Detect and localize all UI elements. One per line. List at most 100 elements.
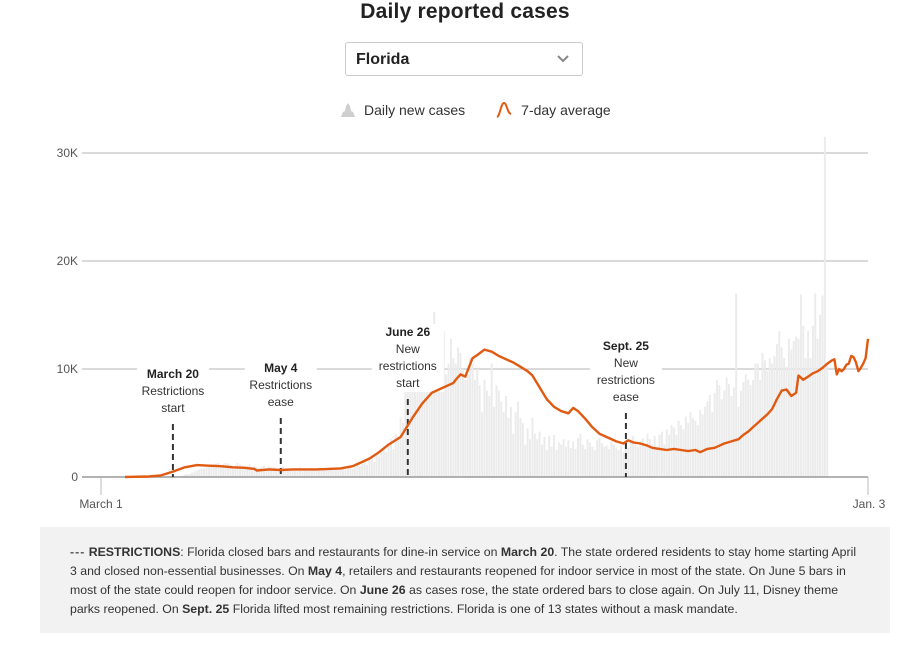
daily-bar xyxy=(449,338,452,477)
daily-bar xyxy=(476,369,479,477)
annotation-background xyxy=(244,360,317,411)
daily-bar xyxy=(454,363,457,477)
legend-item-daily: Daily new cases xyxy=(340,102,465,118)
legend-item-average: 7-day average xyxy=(495,101,611,119)
note-emphasis: RESTRICTIONS xyxy=(88,545,181,559)
daily-bar xyxy=(538,431,541,477)
daily-bar xyxy=(445,374,448,477)
daily-bar xyxy=(797,338,800,477)
daily-bar xyxy=(493,406,496,477)
daily-bar xyxy=(713,392,716,477)
daily-bar xyxy=(569,447,572,477)
daily-bar xyxy=(555,450,558,477)
x-tick-label-start: March 1 xyxy=(79,497,123,511)
daily-bar xyxy=(426,369,428,477)
daily-bar xyxy=(682,429,685,477)
daily-bar xyxy=(756,363,759,477)
restrictions-note: --- RESTRICTIONS: Florida closed bars an… xyxy=(40,527,890,633)
daily-bar xyxy=(574,448,577,477)
daily-bar xyxy=(207,466,210,477)
daily-bar xyxy=(286,468,289,477)
daily-bar xyxy=(553,434,555,477)
daily-bar xyxy=(632,435,635,477)
daily-bar xyxy=(610,441,613,477)
daily-bar xyxy=(512,433,515,477)
daily-bar xyxy=(802,325,805,477)
daily-bar xyxy=(596,440,599,477)
daily-bar xyxy=(692,418,694,477)
daily-bar xyxy=(435,369,438,477)
daily-bar xyxy=(624,444,627,477)
daily-bar xyxy=(780,347,783,477)
daily-bar xyxy=(191,472,194,477)
note-emphasis: June 26 xyxy=(359,583,406,597)
daily-bar xyxy=(236,462,239,477)
daily-bar xyxy=(418,374,421,477)
daily-bar xyxy=(656,448,659,477)
annotation-text: restrictions xyxy=(379,359,437,373)
daily-bar xyxy=(823,136,826,478)
daily-bar xyxy=(337,468,340,477)
daily-bar xyxy=(536,439,539,477)
daily-bar xyxy=(775,344,778,477)
daily-bar xyxy=(584,448,587,477)
daily-bar xyxy=(440,342,443,477)
daily-bar xyxy=(754,363,757,477)
daily-bar xyxy=(641,438,644,477)
x-tick-label-end: Jan. 3 xyxy=(853,497,886,511)
daily-bar xyxy=(361,464,364,477)
daily-bar xyxy=(483,379,486,477)
daily-bar xyxy=(265,468,268,477)
daily-bar xyxy=(505,396,508,477)
daily-bar xyxy=(605,445,608,477)
daily-bar xyxy=(819,315,822,477)
daily-bar xyxy=(711,412,714,477)
daily-bar xyxy=(464,379,467,477)
state-selector[interactable]: Florida xyxy=(345,42,583,76)
daily-bar xyxy=(509,406,512,477)
daily-bar xyxy=(346,468,349,477)
state-selector-value: Florida xyxy=(356,51,410,68)
cases-chart: 0 10K 20K 30K March 1 Jan. 3 March 20 Restrict… xyxy=(57,136,886,511)
daily-bar xyxy=(294,469,297,477)
daily-bar xyxy=(768,358,771,477)
daily-bar xyxy=(397,435,400,477)
daily-bar xyxy=(205,467,208,477)
daily-bar xyxy=(651,444,654,477)
legend: Daily new cases 7-day average xyxy=(340,101,641,119)
daily-bar xyxy=(821,295,824,477)
daily-bar xyxy=(725,377,728,477)
daily-bar xyxy=(531,417,534,477)
daily-bar xyxy=(759,379,762,477)
daily-bar xyxy=(792,340,795,477)
daily-bar xyxy=(478,385,481,477)
daily-bar xyxy=(215,463,218,477)
daily-bar xyxy=(560,444,563,477)
daily-bar xyxy=(589,442,591,477)
daily-bar xyxy=(670,425,673,477)
daily-bar xyxy=(732,387,735,477)
daily-bar xyxy=(229,465,232,477)
y-tick-label: 20K xyxy=(57,254,78,268)
daily-bar xyxy=(310,467,313,477)
daily-bar xyxy=(766,371,769,477)
daily-bar xyxy=(648,439,651,477)
daily-bar xyxy=(469,358,472,477)
daily-bar xyxy=(193,471,196,477)
daily-bar xyxy=(234,465,237,477)
daily-bar xyxy=(629,440,632,477)
daily-bar xyxy=(689,412,692,477)
daily-bar xyxy=(212,464,215,477)
daily-bar xyxy=(272,467,275,477)
note-emphasis: May 4 xyxy=(307,564,343,578)
daily-bar xyxy=(809,358,812,477)
daily-bar xyxy=(385,452,388,477)
annotation-text: ease xyxy=(268,395,294,409)
daily-bar xyxy=(634,444,637,477)
daily-bar xyxy=(452,358,455,477)
daily-bar xyxy=(411,385,414,477)
note-body: RESTRICTIONS: Florida closed bars and re… xyxy=(70,545,856,616)
note-text: Florida lifted most remaining restrictio… xyxy=(229,602,738,616)
daily-bar xyxy=(684,416,687,477)
daily-bar xyxy=(716,379,718,477)
